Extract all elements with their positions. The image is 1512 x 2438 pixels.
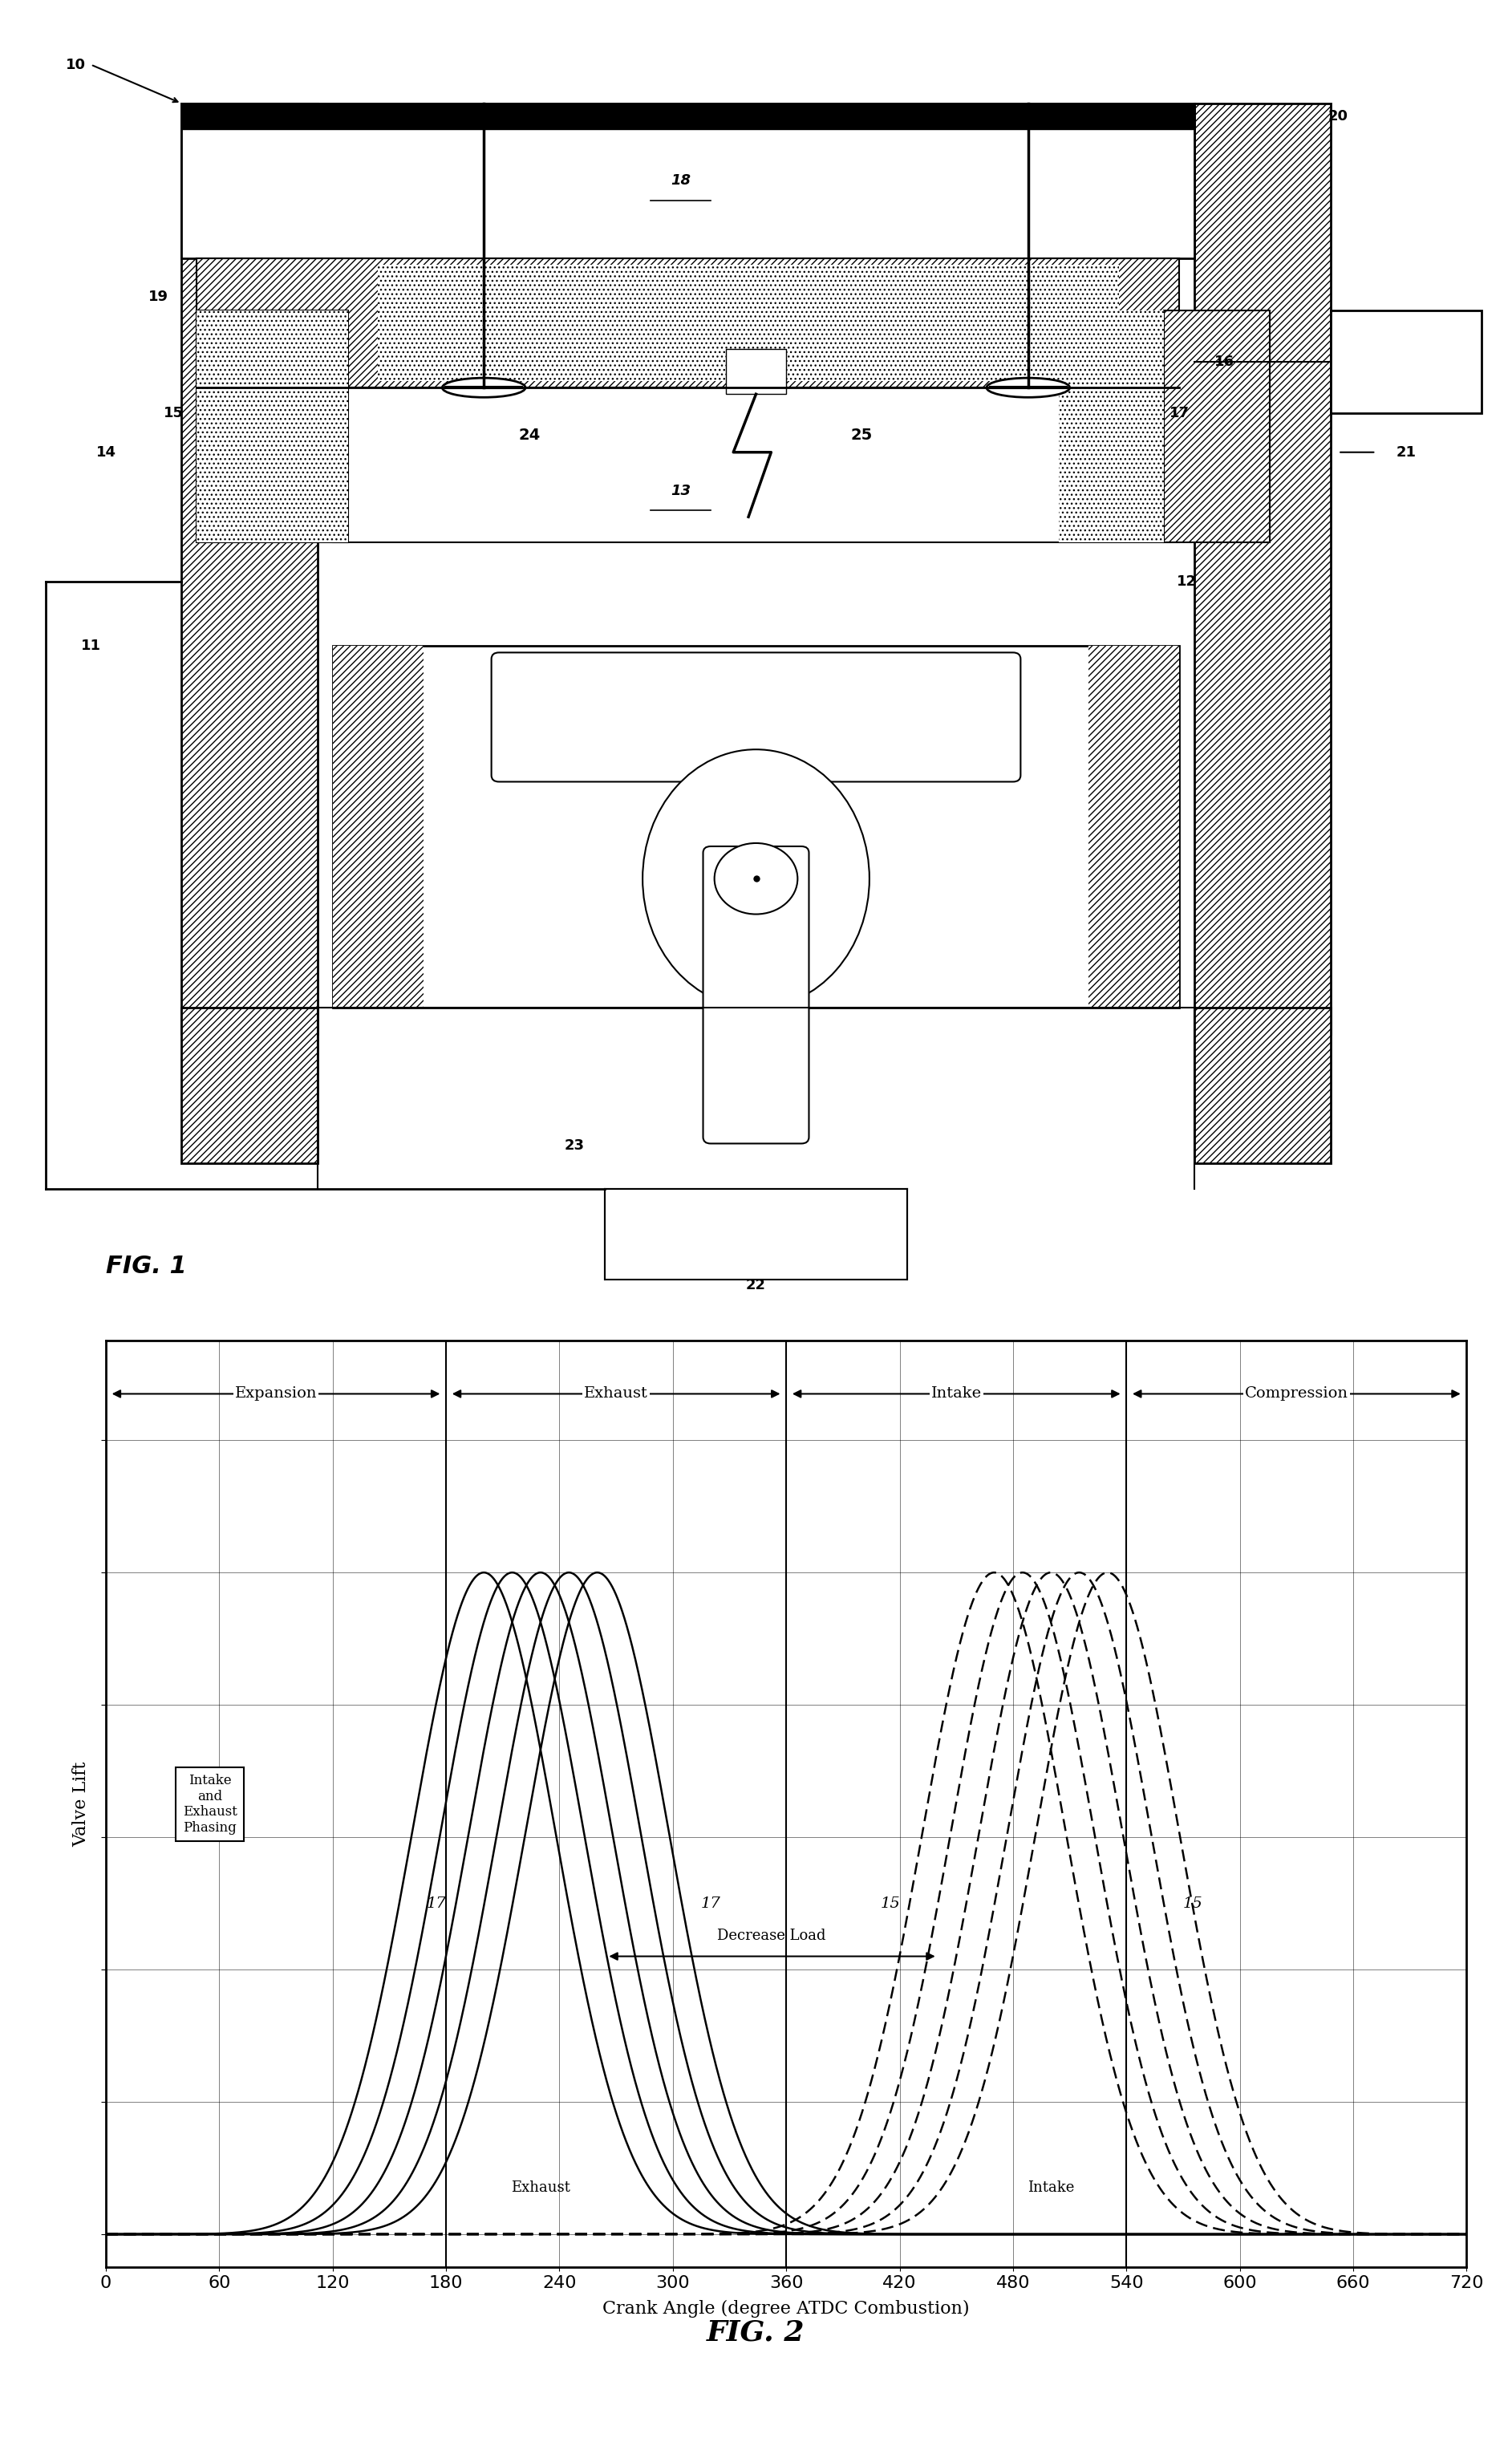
Text: 16: 16 [1214,354,1235,368]
Text: 17: 17 [700,1897,721,1911]
Bar [333,646,1179,1007]
Text: Decrease Load: Decrease Load [717,1928,826,1943]
Bar [197,258,1179,388]
Text: 11: 11 [80,639,101,653]
Text: 18: 18 [670,173,691,188]
Bar [333,388,1179,544]
Bar [378,266,1119,380]
Text: Intake: Intake [931,1387,981,1402]
FancyBboxPatch shape [491,653,1021,783]
Text: FIG. 2: FIG. 2 [708,2319,804,2345]
Bar [1194,102,1331,1034]
X-axis label: Crank Angle (degree ATDC Combustion): Crank Angle (degree ATDC Combustion) [603,2299,969,2319]
Text: 12: 12 [1176,575,1198,588]
Bar [197,310,348,544]
Text: Compression: Compression [1244,1387,1349,1402]
Text: 17: 17 [1169,407,1190,422]
Text: 24: 24 [519,427,540,444]
Text: 17: 17 [426,1897,446,1911]
Text: Exhaust: Exhaust [511,2180,570,2194]
Text: 22: 22 [745,1278,767,1292]
Bar [181,1007,318,1163]
Text: Exhaust: Exhaust [584,1387,649,1402]
Bar [181,102,1194,258]
Text: FIG. 1: FIG. 1 [106,1253,186,1278]
Text: Intake
and
Exhaust
Phasing: Intake and Exhaust Phasing [183,1775,237,1833]
Text: 10: 10 [65,59,86,71]
Bar [333,646,423,1007]
FancyBboxPatch shape [703,846,809,1143]
Bar [1164,310,1270,544]
Text: Intake: Intake [1028,2180,1074,2194]
Text: 14: 14 [95,446,116,458]
Text: 25: 25 [851,427,872,444]
Bar [1194,1007,1331,1163]
Bar [181,102,318,1034]
Bar [1331,310,1482,414]
Y-axis label: Valve Lift: Valve Lift [73,1760,91,1848]
Ellipse shape [443,378,526,397]
Bar [181,102,1194,129]
Text: 20: 20 [1328,110,1349,124]
Text: 15: 15 [880,1897,900,1911]
Bar [726,349,786,395]
Text: Expansion: Expansion [234,1387,318,1402]
Bar [605,1190,907,1280]
Text: 23: 23 [564,1139,585,1153]
Text: 15: 15 [163,407,184,422]
Bar [197,310,348,544]
Ellipse shape [643,748,869,1007]
Text: 15: 15 [1182,1897,1202,1911]
Bar [1089,646,1179,1007]
Ellipse shape [986,378,1070,397]
Text: 13: 13 [670,483,691,497]
Ellipse shape [715,844,798,914]
Text: 19: 19 [148,290,169,305]
Bar [1058,310,1164,544]
Text: 21: 21 [1396,446,1417,458]
